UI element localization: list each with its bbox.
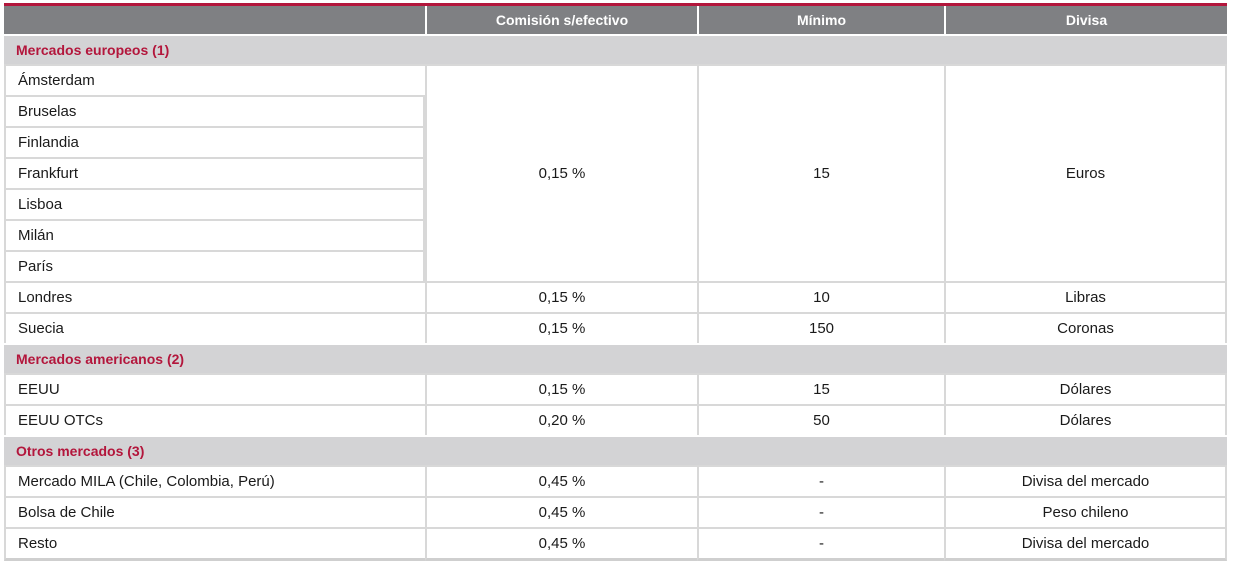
commission-cell: 0,15 % [425, 281, 697, 312]
table-row: Lisboa [4, 188, 1227, 219]
table-row: Bolsa de Chile 0,45 % - Peso chileno [4, 496, 1227, 527]
header-commission: Comisión s/efectivo [425, 6, 697, 34]
commission-cell: 0,15 % [425, 312, 697, 343]
market-name: Ámsterdam [4, 64, 425, 95]
table-row: Bruselas [4, 95, 1227, 126]
currency-cell: Euros [944, 64, 1227, 281]
table-row: Milán [4, 219, 1227, 250]
table-row: París [4, 250, 1227, 281]
market-name: Milán [4, 219, 425, 250]
commission-table: Comisión s/efectivo Mínimo Divisa Mercad… [4, 6, 1227, 561]
market-name: Lisboa [4, 188, 425, 219]
market-name: Suecia [4, 312, 425, 343]
minimum-cell: 50 [697, 404, 944, 435]
section-row-american: Mercados americanos (2) [4, 343, 1227, 373]
header-minimum: Mínimo [697, 6, 944, 34]
currency-cell: Libras [944, 281, 1227, 312]
commission-cell: 0,45 % [425, 465, 697, 496]
commission-cell: 0,45 % [425, 496, 697, 527]
section-title: Otros mercados (3) [4, 435, 1227, 465]
top-rule [4, 3, 1227, 6]
minimum-cell: 10 [697, 281, 944, 312]
market-name: París [4, 250, 425, 281]
commission-cell: 0,15 % [425, 373, 697, 404]
market-name: Frankfurt [4, 157, 425, 188]
commission-cell: 0,45 % [425, 527, 697, 561]
commission-cell: 0,15 % [425, 64, 697, 281]
market-name: Finlandia [4, 126, 425, 157]
currency-cell: Coronas [944, 312, 1227, 343]
section-row-other: Otros mercados (3) [4, 435, 1227, 465]
minimum-cell: - [697, 527, 944, 561]
section-title: Mercados europeos (1) [4, 34, 1227, 64]
header-row: Comisión s/efectivo Mínimo Divisa [4, 6, 1227, 34]
market-name: Bruselas [4, 95, 425, 126]
minimum-cell: 15 [697, 373, 944, 404]
currency-cell: Divisa del mercado [944, 527, 1227, 561]
table-row: EEUU 0,15 % 15 Dólares [4, 373, 1227, 404]
market-name: EEUU OTCs [4, 404, 425, 435]
market-name: EEUU [4, 373, 425, 404]
header-currency: Divisa [944, 6, 1227, 34]
minimum-cell: - [697, 465, 944, 496]
market-name: Mercado MILA (Chile, Colombia, Perú) [4, 465, 425, 496]
table-row: Frankfurt [4, 157, 1227, 188]
commission-cell: 0,20 % [425, 404, 697, 435]
table-row: Londres 0,15 % 10 Libras [4, 281, 1227, 312]
table-row: Finlandia [4, 126, 1227, 157]
market-name: Bolsa de Chile [4, 496, 425, 527]
minimum-cell: 150 [697, 312, 944, 343]
table-row: Suecia 0,15 % 150 Coronas [4, 312, 1227, 343]
table-row: Resto 0,45 % - Divisa del mercado [4, 527, 1227, 561]
currency-cell: Divisa del mercado [944, 465, 1227, 496]
minimum-cell: - [697, 496, 944, 527]
market-name: Londres [4, 281, 425, 312]
commission-table-container: Comisión s/efectivo Mínimo Divisa Mercad… [4, 3, 1227, 561]
section-row-european: Mercados europeos (1) [4, 34, 1227, 64]
currency-cell: Dólares [944, 373, 1227, 404]
header-market [4, 6, 425, 34]
currency-cell: Peso chileno [944, 496, 1227, 527]
table-row: Mercado MILA (Chile, Colombia, Perú) 0,4… [4, 465, 1227, 496]
currency-cell: Dólares [944, 404, 1227, 435]
table-row: EEUU OTCs 0,20 % 50 Dólares [4, 404, 1227, 435]
minimum-cell: 15 [697, 64, 944, 281]
section-title: Mercados americanos (2) [4, 343, 1227, 373]
table-row: Ámsterdam 0,15 % 15 Euros [4, 64, 1227, 281]
market-name: Resto [4, 527, 425, 561]
